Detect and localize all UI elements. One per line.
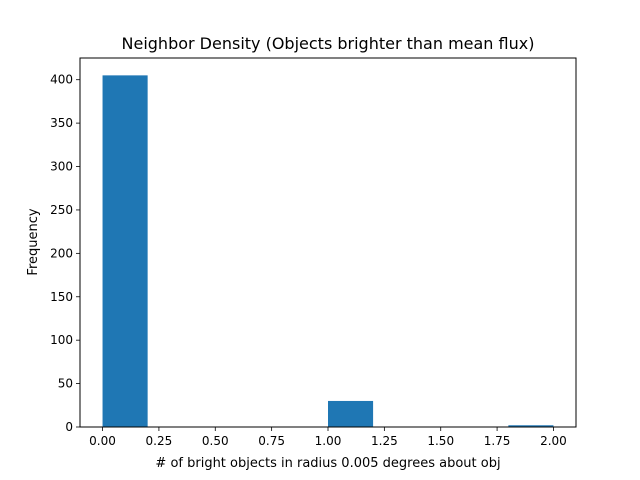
x-tick-label: 1.75 [484, 434, 511, 448]
x-tick-label: 1.50 [427, 434, 454, 448]
y-axis-label: Frequency [26, 208, 41, 275]
y-tick-label: 100 [50, 333, 73, 347]
x-axis-ticks: 0.00 0.25 0.50 0.75 1.00 1.25 1.50 1.75 2.00 [89, 427, 567, 448]
histogram-bar-5 [328, 400, 374, 427]
histogram-bar-0 [102, 75, 148, 427]
bars [102, 75, 554, 427]
plot-frame [79, 57, 577, 428]
x-tick-label: 0.25 [146, 434, 173, 448]
y-tick-label: 0 [65, 420, 73, 434]
x-tick-label: 2.00 [540, 434, 567, 448]
y-tick-label: 350 [50, 116, 73, 130]
y-tick-label: 50 [58, 377, 73, 391]
x-tick-label: 0.50 [202, 434, 229, 448]
histogram-bar-9 [508, 425, 554, 427]
y-tick-label: 150 [50, 290, 73, 304]
y-tick-label: 300 [50, 160, 73, 174]
x-tick-label: 1.25 [371, 434, 398, 448]
y-tick-label: 400 [50, 73, 73, 87]
y-tick-label: 200 [50, 246, 73, 260]
x-tick-label: 1.00 [315, 434, 342, 448]
chart-title: Neighbor Density (Objects brighter than … [122, 34, 535, 53]
y-tick-label: 250 [50, 203, 73, 217]
y-axis-ticks: 0 50 100 150 200 250 300 350 400 [50, 73, 80, 434]
x-tick-label: 0.75 [258, 434, 285, 448]
x-tick-label: 0.00 [89, 434, 116, 448]
x-axis-label: # of bright objects in radius 0.005 degr… [155, 456, 500, 471]
